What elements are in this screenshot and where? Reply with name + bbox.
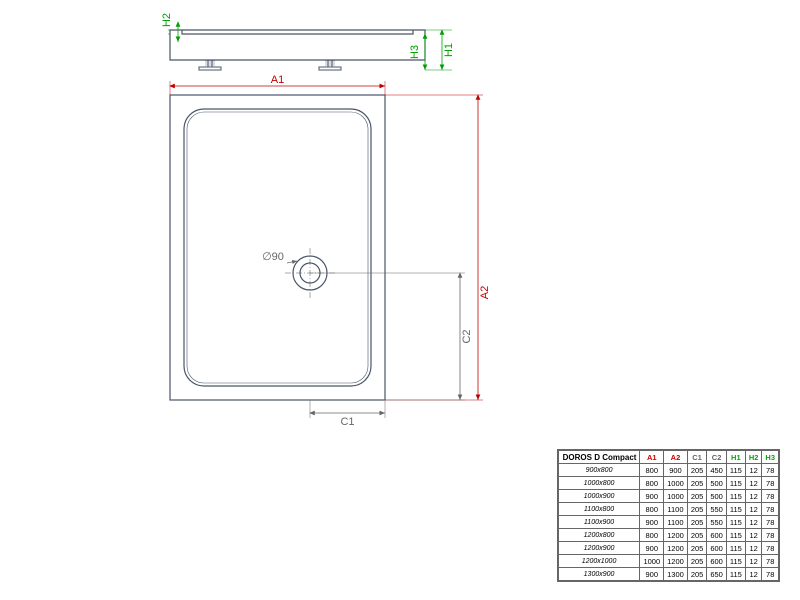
model-cell: 1200x800 [558,529,640,542]
svg-text:C2: C2 [461,329,473,343]
model-cell: 1200x1000 [558,555,640,568]
table-row: 1200x90090012002056001151278 [558,542,778,555]
svg-text:H2: H2 [161,13,173,27]
svg-text:∅90: ∅90 [262,251,284,263]
table-row: 1100x90090011002055501151278 [558,516,778,529]
model-cell: 1200x900 [558,542,640,555]
svg-text:C1: C1 [340,416,354,428]
col-A1: A1 [640,451,664,464]
col-C2: C2 [707,451,727,464]
table-title: DOROS D Compact [558,451,640,464]
model-cell: 1300x900 [558,568,640,581]
table-row: 1200x80080012002056001151278 [558,529,778,542]
model-cell: 1100x800 [558,503,640,516]
table-row: 1100x80080011002055501151278 [558,503,778,516]
col-A2: A2 [664,451,688,464]
svg-text:H1: H1 [443,43,455,57]
model-cell: 900x800 [558,464,640,477]
dimensions-table: DOROS D Compact A1A2C1C2H1H2H3 900x80080… [557,449,780,582]
table-row: 1000x80080010002055001151278 [558,477,778,490]
svg-text:H3: H3 [409,45,421,59]
svg-text:A2: A2 [479,286,491,299]
table-row: 1300x90090013002056501151278 [558,568,778,581]
table-row: 900x8008009002054501151278 [558,464,778,477]
model-cell: 1000x900 [558,490,640,503]
model-cell: 1100x900 [558,516,640,529]
col-C1: C1 [687,451,707,464]
svg-text:A1: A1 [271,74,284,86]
col-H2: H2 [745,451,762,464]
col-H3: H3 [762,451,779,464]
table-row: 1000x90090010002055001151278 [558,490,778,503]
table-row: 1200x1000100012002056001151278 [558,555,778,568]
col-H1: H1 [726,451,745,464]
model-cell: 1000x800 [558,477,640,490]
